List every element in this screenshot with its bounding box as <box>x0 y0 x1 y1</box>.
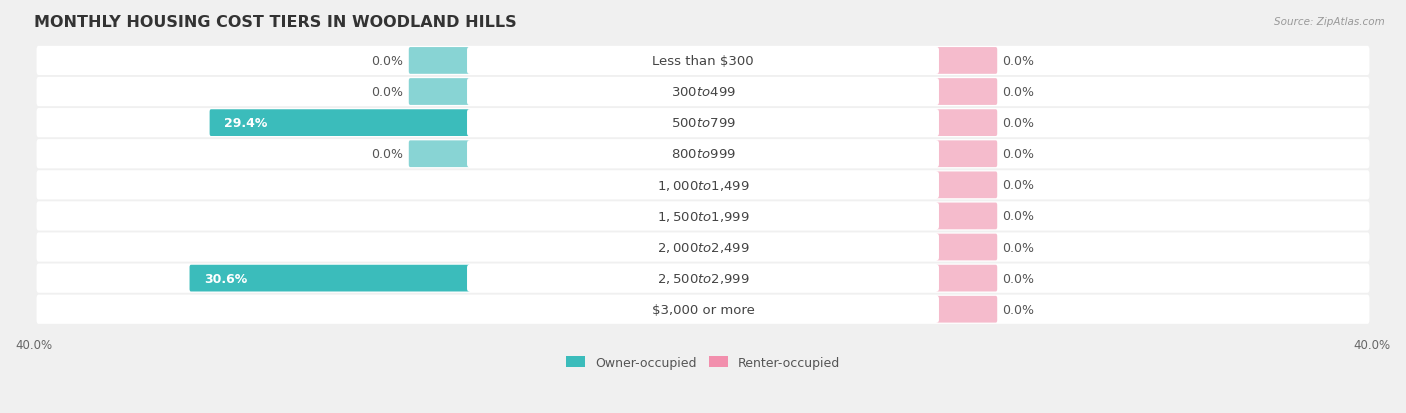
FancyBboxPatch shape <box>467 110 939 137</box>
Text: MONTHLY HOUSING COST TIERS IN WOODLAND HILLS: MONTHLY HOUSING COST TIERS IN WOODLAND H… <box>34 15 516 30</box>
FancyBboxPatch shape <box>37 78 1369 107</box>
Text: 8.2%: 8.2% <box>579 303 614 316</box>
FancyBboxPatch shape <box>409 79 470 106</box>
Text: $1,000 to $1,499: $1,000 to $1,499 <box>657 178 749 192</box>
FancyBboxPatch shape <box>409 141 470 168</box>
FancyBboxPatch shape <box>936 79 997 106</box>
FancyBboxPatch shape <box>37 140 1369 169</box>
FancyBboxPatch shape <box>936 265 997 292</box>
FancyBboxPatch shape <box>936 296 997 323</box>
FancyBboxPatch shape <box>37 264 1369 293</box>
FancyBboxPatch shape <box>37 295 1369 324</box>
Text: $500 to $799: $500 to $799 <box>671 117 735 130</box>
Text: $2,500 to $2,999: $2,500 to $2,999 <box>657 271 749 285</box>
FancyBboxPatch shape <box>409 48 470 75</box>
FancyBboxPatch shape <box>190 265 470 292</box>
FancyBboxPatch shape <box>467 203 939 230</box>
Text: 11.8%: 11.8% <box>519 241 562 254</box>
FancyBboxPatch shape <box>467 48 939 75</box>
FancyBboxPatch shape <box>467 79 939 106</box>
Text: 0.0%: 0.0% <box>371 55 404 68</box>
FancyBboxPatch shape <box>467 234 939 261</box>
FancyBboxPatch shape <box>37 202 1369 231</box>
FancyBboxPatch shape <box>936 48 997 75</box>
Text: 0.0%: 0.0% <box>1002 148 1035 161</box>
FancyBboxPatch shape <box>936 203 997 230</box>
Text: 0.0%: 0.0% <box>1002 117 1035 130</box>
FancyBboxPatch shape <box>936 234 997 261</box>
Text: $2,000 to $2,499: $2,000 to $2,499 <box>657 240 749 254</box>
Text: $300 to $499: $300 to $499 <box>671 86 735 99</box>
Text: 0.0%: 0.0% <box>1002 179 1035 192</box>
Text: $3,000 or more: $3,000 or more <box>651 303 755 316</box>
Text: 8.2%: 8.2% <box>579 210 614 223</box>
FancyBboxPatch shape <box>37 109 1369 138</box>
Legend: Owner-occupied, Renter-occupied: Owner-occupied, Renter-occupied <box>561 351 845 374</box>
FancyBboxPatch shape <box>209 110 470 137</box>
FancyBboxPatch shape <box>467 296 939 323</box>
Text: 0.0%: 0.0% <box>1002 55 1035 68</box>
FancyBboxPatch shape <box>936 110 997 137</box>
FancyBboxPatch shape <box>467 141 939 168</box>
Text: 11.8%: 11.8% <box>519 179 562 192</box>
Text: 0.0%: 0.0% <box>1002 241 1035 254</box>
Text: Less than $300: Less than $300 <box>652 55 754 68</box>
Text: 29.4%: 29.4% <box>225 117 267 130</box>
Text: 0.0%: 0.0% <box>1002 272 1035 285</box>
Text: 0.0%: 0.0% <box>1002 86 1035 99</box>
FancyBboxPatch shape <box>467 265 939 292</box>
Text: $1,500 to $1,999: $1,500 to $1,999 <box>657 209 749 223</box>
Text: 0.0%: 0.0% <box>1002 303 1035 316</box>
FancyBboxPatch shape <box>936 141 997 168</box>
Text: 0.0%: 0.0% <box>371 86 404 99</box>
FancyBboxPatch shape <box>467 172 939 199</box>
Text: 0.0%: 0.0% <box>371 148 404 161</box>
FancyBboxPatch shape <box>37 233 1369 262</box>
FancyBboxPatch shape <box>37 171 1369 200</box>
Text: 30.6%: 30.6% <box>204 272 247 285</box>
Text: $800 to $999: $800 to $999 <box>671 148 735 161</box>
FancyBboxPatch shape <box>37 47 1369 76</box>
Text: 0.0%: 0.0% <box>1002 210 1035 223</box>
Text: Source: ZipAtlas.com: Source: ZipAtlas.com <box>1274 17 1385 26</box>
FancyBboxPatch shape <box>936 172 997 199</box>
